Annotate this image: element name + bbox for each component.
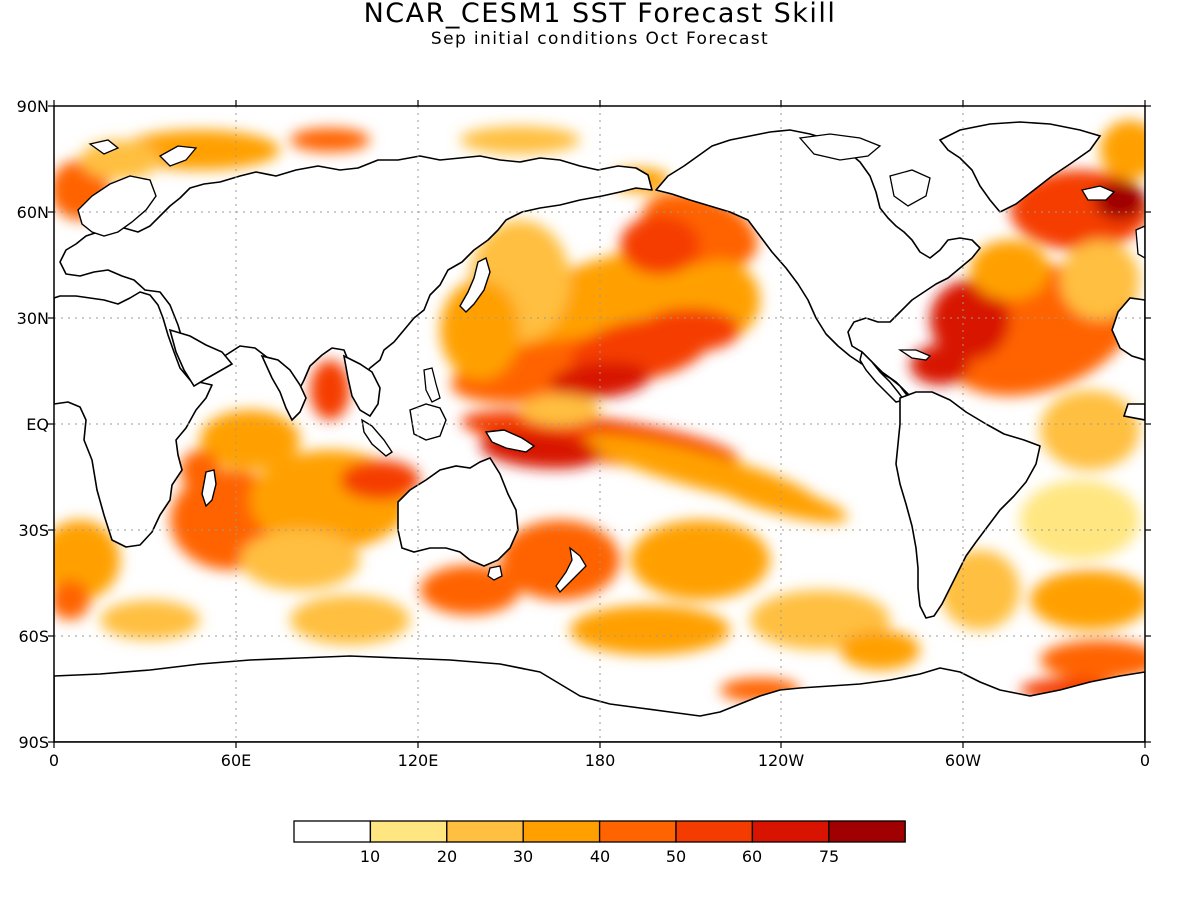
skill-region [970,240,1050,300]
x-tick-label: 120E [398,751,439,770]
india-peninsula [260,354,307,422]
colorbar-label: 10 [360,847,380,866]
map-grid [54,106,1145,742]
arabian-peninsula [168,328,234,388]
y-tick-label: 90N [17,97,49,116]
skill-region [712,477,848,523]
europe-west-edge [1111,297,1145,361]
south-america [895,391,1041,619]
colorbar-swatch [828,820,906,843]
y-axis-labels: 90N 60N 30N EQ 30S 60S 90S [17,97,49,752]
y-tick-label: 60N [17,203,49,222]
skill-region [1020,480,1140,560]
baffin-island [889,169,931,207]
skill-region [570,605,730,655]
map-title: NCAR_CESM1 SST Forecast Skill [363,0,837,29]
eurasia-africa-landmass [54,291,213,548]
skill-region [1060,240,1140,320]
skill-region [340,460,420,500]
skill-region [100,600,200,640]
colorbar-swatch [751,820,830,843]
sumatra [361,418,393,457]
colorbar-swatch [293,820,372,843]
africa-west-edge [1122,403,1145,421]
novaya-zemlya [158,145,198,167]
x-tick-label: 60W [945,751,981,770]
cuba [897,349,932,361]
y-tick-label: 30S [18,521,49,540]
skill-shading [54,120,1145,702]
colorbar-label: 50 [666,847,686,866]
madagascar [201,469,217,508]
x-tick-label: 180 [585,751,616,770]
iceland [1080,185,1116,201]
skill-region [200,410,300,470]
new-guinea [484,429,536,453]
y-tick-label: EQ [26,415,49,434]
x-tick-label: 120W [758,751,805,770]
new-zealand [555,546,587,594]
tasmania [487,565,503,581]
skill-region [54,520,120,600]
skill-region [420,565,520,615]
skill-region [640,308,740,352]
colorbar-label: 30 [513,847,533,866]
colorbar-legend: 10 20 30 40 50 60 75 [293,820,906,866]
skill-region [840,630,920,670]
skill-region [500,520,620,600]
greenland [938,121,1102,213]
skill-region [310,360,350,420]
central-america [859,350,906,403]
antarctica [54,655,1145,742]
x-axis-labels: 0 60E 120E 180 120W 60W 0 [49,751,1150,770]
y-tick-label: 30N [17,309,49,328]
skill-region [520,394,600,426]
land-masses [54,121,1145,742]
colorbar-swatch [522,820,601,843]
british-isles [1135,225,1145,259]
colorbar-swatch [675,820,754,843]
colorbar-label: 75 [819,847,839,866]
skill-field [54,120,1145,702]
y-tick-label: 90S [18,733,49,752]
skill-region [940,550,1020,630]
canadian-arctic-islands [798,133,882,161]
y-tick-label: 60S [18,627,49,646]
skill-region [290,128,370,152]
map-subtitle: Sep initial conditions Oct Forecast [430,29,770,49]
svalbard [88,139,120,155]
scandinavia [77,175,157,237]
colorbar-swatch [369,820,448,843]
x-tick-label: 0 [49,751,59,770]
indochina [342,354,381,418]
skill-region [54,580,90,620]
colorbar-label: 20 [437,847,457,866]
skill-region [620,215,700,275]
eurasia-landmass [59,155,653,393]
x-tick-label: 0 [1140,751,1150,770]
colorbar-label: 60 [742,847,762,866]
colorbar-swatch [446,820,524,843]
skill-region [930,280,1010,360]
skill-region [240,530,360,590]
colorbar-label: 40 [590,847,610,866]
skill-region [290,595,410,645]
skill-region [1040,640,1145,680]
skill-region [460,126,580,154]
philippines [423,367,441,403]
japan [459,256,491,313]
x-tick-label: 60E [221,751,251,770]
colorbar-swatch [598,820,677,843]
skill-region [1030,570,1145,630]
skill-region [630,520,770,600]
axis-ticks [48,100,1151,748]
borneo [409,403,447,441]
skill-region [1040,390,1140,470]
skill-region [1100,120,1145,180]
